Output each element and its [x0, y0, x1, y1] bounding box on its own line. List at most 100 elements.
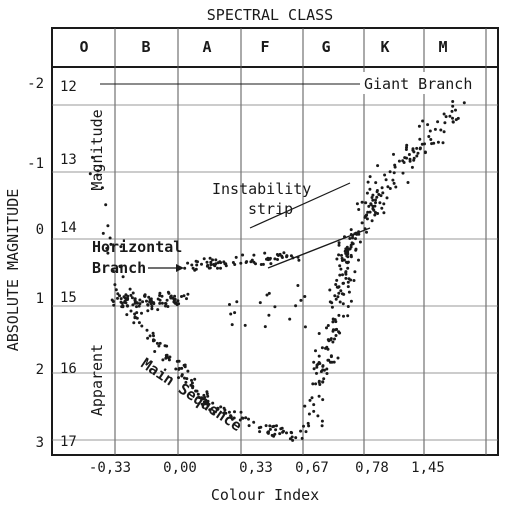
spectral-class-F: F [260, 38, 269, 56]
star-point [317, 380, 321, 384]
star-point [451, 100, 455, 103]
star-point [135, 311, 139, 315]
star-point [213, 264, 217, 268]
star-point [364, 201, 368, 205]
star-point [375, 189, 379, 192]
star-point [150, 307, 154, 311]
star-point [264, 424, 268, 428]
star-point [294, 304, 298, 308]
star-point [328, 300, 332, 304]
star-point [186, 369, 190, 373]
star-point [271, 425, 275, 429]
star-point [228, 303, 231, 306]
star-point [216, 266, 219, 270]
star-point [177, 367, 181, 371]
spectral-class-M: M [438, 38, 447, 56]
star-point [200, 402, 204, 406]
star-point [125, 313, 129, 317]
star-point [451, 120, 455, 124]
star-point [200, 262, 203, 266]
star-point [206, 403, 210, 407]
star-point [206, 399, 210, 403]
star-point [190, 381, 194, 385]
star-point [394, 185, 398, 189]
star-point [412, 158, 416, 162]
star-point [186, 292, 190, 296]
star-point [337, 243, 341, 247]
star-point [320, 419, 324, 423]
star-point [180, 366, 184, 370]
star-point [282, 251, 286, 255]
star-point [368, 187, 372, 191]
star-point [146, 303, 150, 307]
star-point [339, 267, 343, 271]
star-point [450, 109, 454, 113]
star-point [263, 325, 267, 329]
star-point [444, 115, 448, 119]
star-point [266, 431, 270, 435]
star-point [165, 344, 169, 348]
star-point [111, 300, 115, 303]
star-point [357, 208, 361, 211]
star-point [336, 295, 340, 299]
star-point [151, 331, 155, 335]
star-point [143, 294, 147, 298]
star-point [436, 120, 440, 124]
star-point [332, 360, 336, 364]
star-point [111, 269, 115, 273]
star-point [164, 301, 167, 305]
star-point [205, 264, 209, 268]
star-point [174, 367, 178, 371]
star-point [376, 164, 380, 168]
star-point [191, 385, 195, 389]
star-point [338, 300, 342, 304]
star-point [448, 114, 452, 118]
star-point [430, 142, 434, 146]
star-point [229, 414, 233, 418]
star-point [383, 173, 387, 177]
star-point [335, 278, 339, 282]
star-point [365, 213, 369, 217]
x-axis-title: Colour Index [211, 486, 319, 504]
star-point [346, 314, 350, 318]
star-point [333, 294, 337, 298]
star-point [336, 285, 340, 289]
star-point [312, 403, 316, 407]
abs-mag-tick-label: 3 [36, 435, 44, 451]
star-point [317, 354, 321, 358]
star-point [158, 294, 162, 297]
star-point [119, 245, 123, 249]
star-point [365, 217, 369, 221]
star-point [331, 328, 335, 332]
star-point [300, 436, 304, 440]
star-point [202, 257, 206, 261]
star-point [372, 208, 376, 212]
star-point [375, 195, 379, 199]
star-point [314, 349, 317, 353]
star-point [334, 334, 338, 337]
star-point [285, 431, 288, 435]
star-point [130, 296, 134, 300]
star-point [451, 104, 455, 108]
star-point [106, 251, 110, 255]
star-point [347, 290, 351, 294]
star-point [380, 206, 384, 210]
spectral-class-K: K [380, 38, 389, 56]
star-point [347, 277, 351, 281]
star-point [223, 408, 227, 412]
x-tick-label: 0,78 [355, 460, 389, 476]
star-point [397, 159, 401, 163]
star-point [104, 203, 108, 207]
star-point [106, 224, 110, 228]
star-point [345, 249, 349, 253]
star-point [351, 236, 354, 240]
star-point [315, 365, 319, 369]
star-point [388, 187, 392, 190]
star-point [307, 424, 311, 428]
abs-mag-tick-label: -1 [27, 156, 44, 172]
star-point [317, 361, 321, 364]
star-point [368, 175, 372, 179]
star-point [412, 150, 416, 154]
star-point [311, 382, 315, 386]
x-tick-label: -0,33 [89, 460, 131, 476]
